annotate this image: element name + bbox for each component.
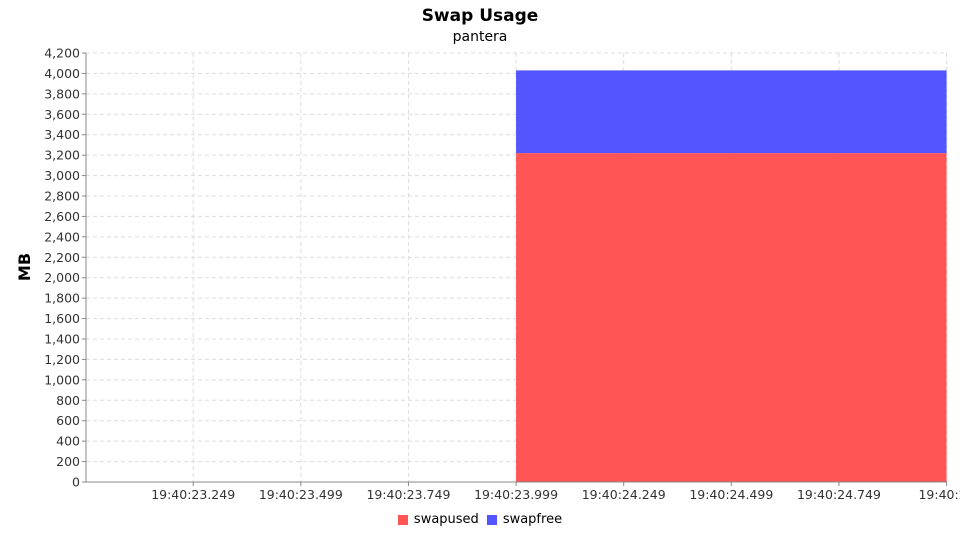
x-tick-label: 19:40:24 — [918, 487, 960, 502]
y-tick-label: 2,000 — [44, 270, 80, 285]
y-tick-label: 4,200 — [44, 46, 80, 61]
x-tick-label: 19:40:23.749 — [366, 487, 450, 502]
legend-item-swapfree: swapfree — [486, 512, 563, 527]
series-areas — [516, 70, 947, 482]
x-tick-label: 19:40:23.249 — [151, 487, 235, 502]
y-tick-label: 3,400 — [44, 127, 80, 142]
legend-swatch-swapused — [397, 514, 408, 525]
legend-label-swapfree: swapfree — [502, 512, 563, 527]
legend-swatch-swapfree — [486, 514, 497, 525]
y-tick-label: 1,000 — [44, 372, 80, 387]
y-tick-label: 0 — [72, 475, 80, 490]
y-tick-label: 2,800 — [44, 189, 80, 204]
y-tick-label: 1,200 — [44, 352, 80, 367]
area-swapfree — [516, 70, 947, 154]
area-swapused — [516, 153, 947, 482]
y-tick-label: 3,600 — [44, 107, 80, 122]
y-tick-label: 400 — [56, 434, 80, 449]
x-tick-label: 19:40:23.999 — [474, 487, 558, 502]
chart-subtitle: pantera — [452, 29, 508, 45]
y-tick-label: 3,200 — [44, 148, 80, 163]
x-tick-label: 19:40:24.499 — [689, 487, 773, 502]
chart-title: Swap Usage — [421, 6, 539, 26]
x-tick-label: 19:40:24.249 — [582, 487, 666, 502]
legend-label-swapused: swapused — [413, 512, 479, 527]
y-tick-label: 1,800 — [44, 291, 80, 306]
y-axis-label: MB — [15, 253, 34, 281]
y-tick-label: 1,600 — [44, 311, 80, 326]
y-tick-label: 2,600 — [44, 209, 80, 224]
x-tick-label: 19:40:23.499 — [259, 487, 343, 502]
y-tick-label: 2,200 — [44, 250, 80, 265]
x-tick-label: 19:40:24.749 — [797, 487, 881, 502]
y-tick-label: 3,800 — [44, 86, 80, 101]
axes: 0 200 400 600 800 1,000 1,200 1,400 1,600 1,800 2,… — [44, 46, 960, 503]
y-tick-label: 1,400 — [44, 332, 80, 347]
y-tick-label: 4,000 — [44, 66, 80, 81]
y-tick-label: 2,400 — [44, 229, 80, 244]
y-tick-label: 600 — [56, 413, 80, 428]
legend: swapused swapfree — [0, 512, 960, 527]
y-tick-label: 800 — [56, 393, 80, 408]
legend-item-swapused: swapused — [397, 512, 479, 527]
y-tick-label: 3,000 — [44, 168, 80, 183]
y-tick-label: 200 — [56, 454, 80, 469]
